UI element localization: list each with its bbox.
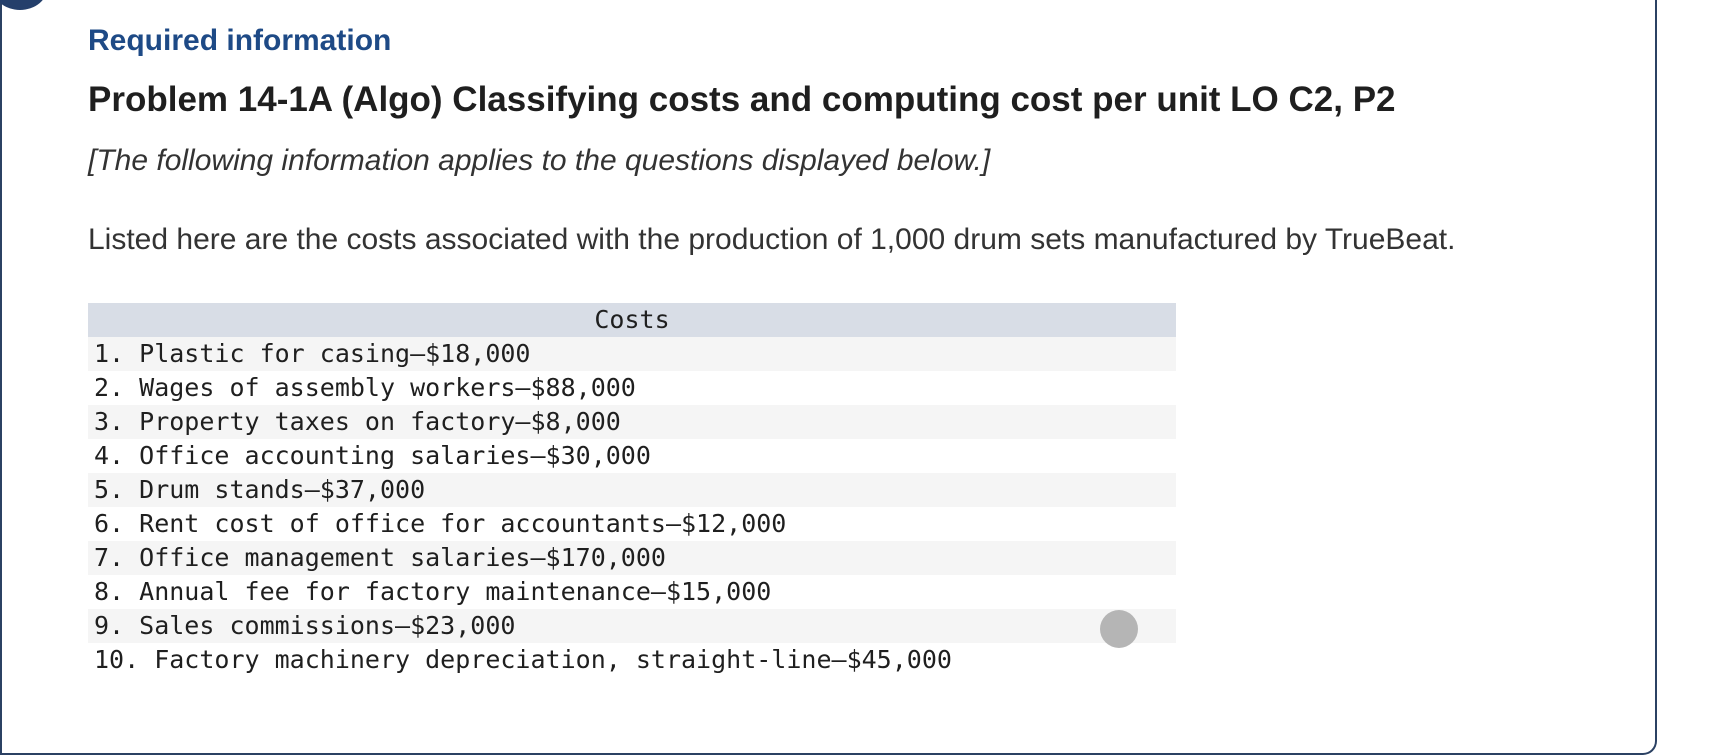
table-row: 5. Drum stands—$37,000 bbox=[88, 473, 1176, 507]
info-note: [The following information applies to th… bbox=[88, 144, 991, 177]
table-row: 4. Office accounting salaries—$30,000 bbox=[94, 441, 651, 470]
drag-handle[interactable] bbox=[1100, 610, 1138, 648]
costs-table: Costs 1. Plastic for casing—$18,000 2. W… bbox=[88, 303, 1176, 677]
table-row: 7. Office management salaries—$170,000 bbox=[88, 541, 1176, 575]
table-row: 6. Rent cost of office for accountants—$… bbox=[94, 509, 787, 538]
table-row: 2. Wages of assembly workers—$88,000 bbox=[94, 373, 636, 402]
more-icon[interactable]: ⋮ bbox=[0, 0, 48, 10]
problem-title: Problem 14-1A (Algo) Classifying costs a… bbox=[88, 80, 1396, 119]
table-row: 3. Property taxes on factory—$8,000 bbox=[88, 405, 1176, 439]
required-information-heading: Required information bbox=[88, 24, 392, 57]
table-row: 8. Annual fee for factory maintenance—$1… bbox=[94, 577, 772, 606]
costs-table-header: Costs bbox=[88, 303, 1176, 337]
intro-text: Listed here are the costs associated wit… bbox=[88, 223, 1456, 256]
table-row: 10. Factory machinery depreciation, stra… bbox=[94, 645, 952, 674]
table-row: 9. Sales commissions—$23,000 bbox=[88, 609, 1176, 643]
question-card: ⋮ Required information Problem 14-1A (Al… bbox=[0, 0, 1657, 755]
costs-table-body: 1. Plastic for casing—$18,000 2. Wages o… bbox=[88, 337, 1176, 677]
table-row: 1. Plastic for casing—$18,000 bbox=[88, 337, 1176, 371]
